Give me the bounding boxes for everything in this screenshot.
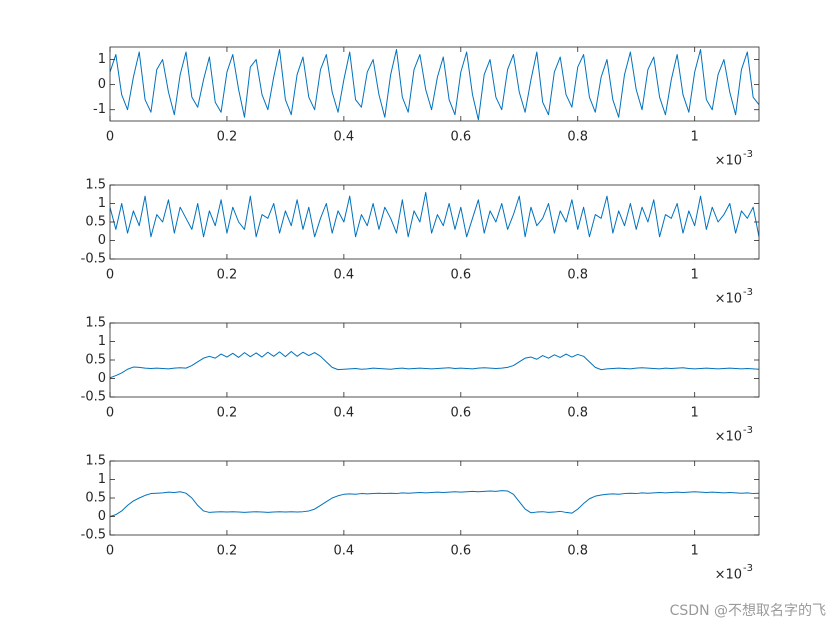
x-tick-label: 0.4: [334, 130, 355, 145]
y-tick-label: 1: [98, 196, 106, 211]
x-tick-label: 0.4: [334, 268, 355, 283]
x-tick-label: 0: [106, 406, 114, 421]
signal-line: [110, 490, 759, 517]
plot-area: [110, 191, 759, 238]
signal-line: [110, 49, 759, 121]
x-tick-label: 0.8: [567, 130, 588, 145]
x-tick-label: 1: [691, 268, 699, 283]
signal-line: [110, 350, 759, 379]
x-tick-label: 1: [691, 544, 699, 559]
x-tick-label: 0.4: [334, 544, 355, 559]
signal-line: [110, 191, 759, 238]
x-tick-label: 0.2: [217, 544, 238, 559]
x-tick-label: 0.2: [217, 406, 238, 421]
y-tick-label: 1: [98, 52, 106, 67]
x-multiplier: ×10: [715, 568, 742, 583]
plot-area: [110, 490, 759, 517]
y-tick-label: 1.5: [85, 454, 106, 469]
watermark: CSDN @不想取名字的飞: [670, 603, 826, 619]
y-tick-label: 0: [98, 371, 106, 386]
x-tick-label: 0.8: [567, 268, 588, 283]
x-multiplier: ×10: [715, 430, 742, 445]
x-tick-label: 0.6: [450, 544, 471, 559]
y-tick-label: 0.5: [85, 353, 106, 368]
x-multiplier-exponent: -3: [743, 425, 753, 436]
x-tick-label: 0.2: [217, 268, 238, 283]
plot-area: [110, 49, 759, 121]
axes-background: [110, 461, 759, 535]
subplot: 0 0.2 0.4 0.6 0.8 1-0.500.511.5×10 -3: [81, 316, 760, 445]
y-tick-label: 0: [98, 233, 106, 248]
y-tick-label: -0.5: [81, 252, 106, 267]
y-tick-label: 0.5: [85, 215, 106, 230]
x-tick-label: 1: [691, 406, 699, 421]
y-tick-label: 0: [98, 77, 106, 92]
x-multiplier-exponent: -3: [743, 149, 753, 160]
y-tick-label: -1: [93, 102, 106, 117]
subplot: 0 0.2 0.4 0.6 0.8 1-0.500.511.5×10 -3: [81, 454, 760, 583]
x-tick-label: 0: [106, 544, 114, 559]
x-tick-label: 0.6: [450, 130, 471, 145]
x-tick-label: 0.2: [217, 130, 238, 145]
subplot: 0 0.2 0.4 0.6 0.8 1-101×10 -3: [93, 46, 760, 169]
y-tick-label: 1.5: [85, 316, 106, 331]
x-multiplier: ×10: [715, 154, 742, 169]
y-tick-label: 1.5: [85, 178, 106, 193]
x-tick-label: 1: [691, 130, 699, 145]
axes-background: [110, 47, 759, 121]
x-tick-label: 0.8: [567, 406, 588, 421]
y-tick-label: 0.5: [85, 491, 106, 506]
y-tick-label: -0.5: [81, 528, 106, 543]
x-multiplier: ×10: [715, 292, 742, 307]
x-tick-label: 0.6: [450, 406, 471, 421]
x-tick-label: 0.6: [450, 268, 471, 283]
axes-background: [110, 185, 759, 259]
y-tick-label: 0: [98, 509, 106, 524]
x-tick-label: 0: [106, 130, 114, 145]
plot-area: [110, 350, 759, 379]
x-tick-label: 0: [106, 268, 114, 283]
x-tick-label: 0.8: [567, 544, 588, 559]
x-tick-label: 0.4: [334, 406, 355, 421]
y-tick-label: 1: [98, 472, 106, 487]
y-tick-label: -0.5: [81, 390, 106, 405]
axes-box: [109, 46, 760, 122]
subplot: 0 0.2 0.4 0.6 0.8 1-0.500.511.5×10 -3: [81, 178, 760, 307]
axes-background: [110, 323, 759, 397]
x-multiplier-exponent: -3: [743, 563, 753, 574]
x-multiplier-exponent: -3: [743, 287, 753, 298]
y-tick-label: 1: [98, 334, 106, 349]
